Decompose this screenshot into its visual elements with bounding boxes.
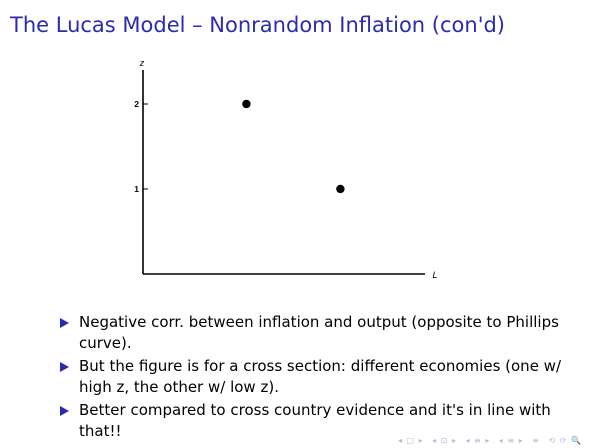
y-tick-label: 2 (134, 99, 139, 109)
slide-title: The Lucas Model – Nonrandom Inflation (c… (10, 13, 505, 37)
y-axis-label: z (139, 58, 145, 68)
triangle-bullet-icon (60, 362, 69, 372)
bullet-text: Better compared to cross country evidenc… (79, 401, 551, 440)
triangle-bullet-icon (60, 406, 69, 416)
y-tick-label: 1 (134, 184, 139, 194)
bullet-text: But the figure is for a cross section: d… (79, 357, 562, 396)
nav-subframe-button[interactable]: ◂ ⊡ ▸ (432, 436, 457, 445)
beamer-navigation-bar: ◂ □ ▸ ◂ ⊡ ▸ ◂ ≡ ▸ ◂ ≡ ▸ ≡ ⟲ ⟳ 🔍 (393, 436, 582, 445)
data-point (336, 184, 345, 194)
bullet-item: But the figure is for a cross section: d… (58, 356, 568, 398)
triangle-bullet-icon (60, 318, 69, 328)
scatter-chart: z L 1 2 (134, 58, 437, 280)
nav-section-button[interactable]: ◂ ≡ ▸ (498, 436, 524, 445)
nav-frame-button[interactable]: ◂ □ ▸ (397, 436, 424, 445)
nav-search-icon[interactable]: ⟲ ⟳ 🔍 (548, 436, 582, 445)
nav-subsection-button[interactable]: ◂ ≡ ▸ (465, 436, 491, 445)
bullet-text: Negative corr. between inflation and out… (79, 313, 559, 352)
bullet-item: Negative corr. between inflation and out… (58, 312, 568, 354)
nav-align-icon[interactable]: ≡ (532, 436, 540, 445)
bullet-item: Better compared to cross country evidenc… (58, 400, 568, 442)
bullet-list: Negative corr. between inflation and out… (58, 312, 568, 444)
data-point (242, 99, 251, 109)
x-axis-label: L (432, 270, 437, 280)
